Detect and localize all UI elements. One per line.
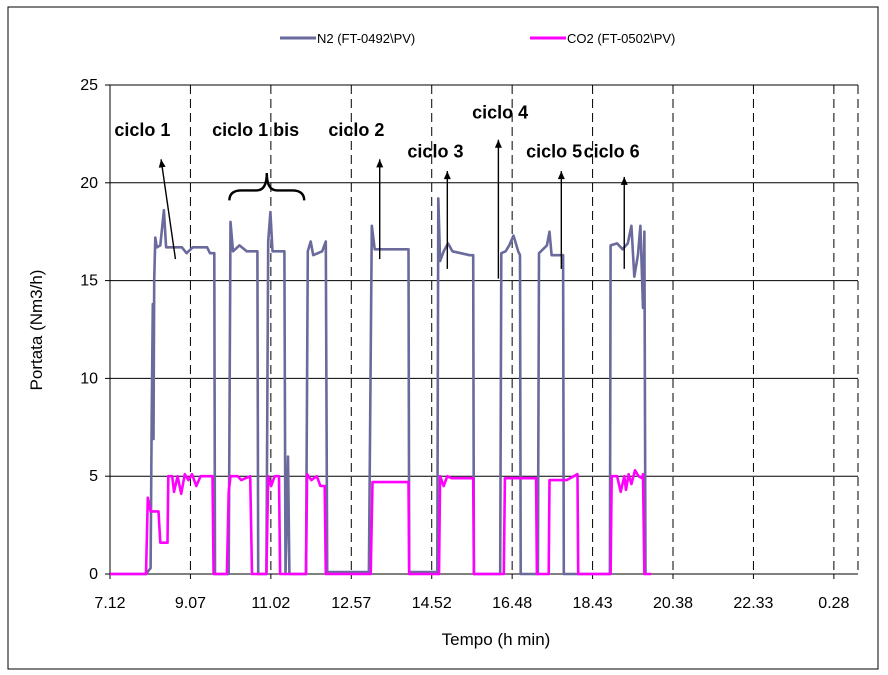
annotation-arrowhead: [494, 139, 502, 148]
annotation-label: ciclo 2: [328, 120, 384, 140]
annotation-label: ciclo 3: [407, 141, 463, 161]
legend: N2 (FT-0492\PV) CO2 (FT-0502\PV): [280, 31, 675, 46]
y-tick-label: 5: [89, 468, 98, 485]
x-tick-label: 14.52: [412, 595, 452, 612]
y-tick-label: 25: [80, 77, 98, 94]
annotation-arrow: [160, 159, 177, 260]
annotation-arrowhead: [620, 176, 628, 185]
annotation-label: ciclo 1 bis: [212, 120, 299, 140]
x-tick-label: 20.38: [653, 595, 693, 612]
y-tick-label: 0: [89, 566, 98, 583]
annotation-label: ciclo 4: [472, 102, 528, 122]
y-tick-label: 20: [80, 175, 98, 192]
annotation-brace: [228, 173, 306, 201]
annotation-label: ciclo 1: [114, 120, 170, 140]
annotations: ciclo 1 ciclo 1 bis ciclo 2 ciclo 3 ciclo 4 c…: [114, 102, 640, 279]
x-axis-title: Tempo (h min): [442, 630, 551, 649]
axes: 0 5 10 15 20 25 7.12 9.07 11.02 12.57 14.52 16.48 18…: [80, 77, 858, 612]
annotation-arrowhead: [557, 171, 565, 180]
legend-label: N2 (FT-0492\PV): [317, 31, 415, 46]
x-tick-label: 18.43: [573, 595, 613, 612]
annotation-arrowhead: [443, 171, 451, 180]
x-tick-label: 22.33: [733, 595, 773, 612]
y-tick-label: 10: [80, 370, 98, 387]
x-tick-label: 12.57: [331, 595, 371, 612]
y-axis-title: Portata (Nm3/h): [27, 270, 46, 391]
x-tick-label: 16.48: [492, 595, 532, 612]
legend-label: CO2 (FT-0502\PV): [567, 31, 675, 46]
series-line-co2: [110, 469, 652, 576]
annotation-arrowhead: [376, 159, 384, 168]
annotation-label: ciclo 5: [526, 141, 582, 161]
annotation-arrowhead: [158, 159, 166, 168]
chart-border: [7, 6, 879, 670]
annotation-label: ciclo 6: [584, 141, 640, 161]
y-tick-label: 15: [80, 273, 98, 290]
x-tick-label: 0.28: [818, 595, 849, 612]
x-tick-label: 11.02: [251, 595, 290, 612]
x-tick-label: 7.12: [94, 595, 125, 612]
gridlines: [110, 84, 859, 574]
x-tick-label: 9.07: [175, 595, 206, 612]
